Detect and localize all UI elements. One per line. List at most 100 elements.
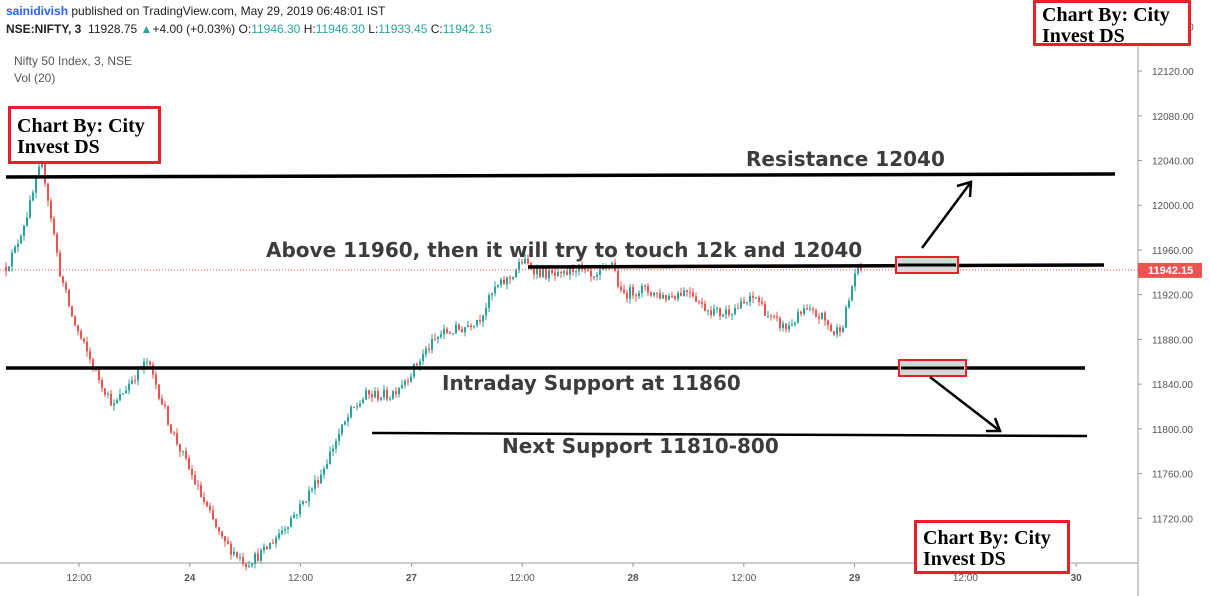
candle-body [218,527,220,532]
candle-body [839,327,841,332]
breakout-box [895,256,959,274]
candle-body [17,243,19,247]
candle-body [80,331,82,339]
candle-body [422,354,424,362]
candle-body [620,286,622,290]
candle-body [23,225,25,236]
change-text: +4.00 (+0.03%) [152,22,236,36]
down-arrow [929,376,1002,433]
candle-body [125,390,127,394]
candle-body [8,266,10,272]
y-tick-label: 11880.00 [1152,335,1193,346]
intraday-support-annotation: Intraday Support at 11860 [442,371,741,395]
candle-body [56,233,58,253]
candle-body [206,501,208,507]
candle-body [500,279,502,286]
candle-body [230,543,232,555]
candle-body [251,563,253,566]
candle-body [524,259,526,264]
x-tick-label: 28 [627,573,639,584]
candle-body [134,380,136,382]
candle-body [551,270,553,273]
candle-body [656,292,658,294]
candle-body [314,480,316,489]
x-tick-label: 29 [849,573,861,584]
series-legend[interactable]: Nifty 50 Index, 3, NSE [14,54,133,68]
candle-body [377,391,379,400]
candle-body [338,433,340,441]
candle-body [233,551,235,555]
candle-body [452,333,454,335]
candle-body [770,315,772,317]
candle-body [161,398,163,405]
candle-body [293,514,295,519]
candle-body [560,272,562,274]
y-tick-label: 12120.00 [1152,67,1194,78]
candle-body [473,325,475,328]
candle-body [623,289,625,293]
candle-body [575,271,577,273]
candle-body [854,273,856,287]
candle-body [554,272,556,276]
candle-body [773,315,775,317]
candle-body [692,292,694,297]
candle-body [326,464,328,469]
candle-body [800,311,802,314]
candle-body [380,397,382,400]
candle-body [596,274,598,277]
candle-body [272,542,274,544]
candle-body [284,528,286,531]
candle-body [428,348,430,350]
volume-legend[interactable]: Vol (20) [14,71,56,85]
candle-body [470,325,472,328]
up-arrow [920,180,973,249]
candle-body [305,501,307,503]
candle-body [821,312,823,319]
candle-body [536,268,538,275]
candle-body [764,303,766,316]
candle-body [737,308,739,310]
y-tick-label: 12080.00 [1152,112,1194,123]
candle-body [488,295,490,309]
publish-info: sainidivish published on TradingView.com… [6,4,385,18]
candle-body [686,290,688,292]
candle-body [818,316,820,319]
candle-body [788,325,790,330]
candle-body [29,200,31,218]
candle-body [659,293,661,299]
candle-body [671,296,673,298]
candle-body [392,391,394,399]
candle-body [440,334,442,337]
candle-body [197,484,199,486]
stamp-line-1: Chart By: City [1042,4,1170,26]
candle-body [725,309,727,315]
close-value: 11942.15 [442,22,492,36]
candle-body [521,261,523,264]
resistance-annotation: Resistance 12040 [746,147,945,171]
next-support-annotation: Next Support 11810-800 [502,434,779,458]
y-tick-label: 11720.00 [1152,514,1193,525]
x-tick-label: 12:00 [731,573,756,584]
candle-body [209,506,211,511]
candle-body [347,417,349,422]
candle-body [716,308,718,310]
candle-body [350,406,352,418]
candle-body [683,290,685,296]
watermark-stamp-top-right: Chart By: City Invest DS [1033,0,1191,47]
candle-body [743,301,745,304]
stamp-line-2: Invest DS [1042,25,1125,47]
candle-body [311,488,313,491]
author-name[interactable]: sainidivish [6,4,69,18]
candle-body [749,295,751,303]
candle-body [848,300,850,308]
candle-body [5,266,7,272]
candle-body [254,553,256,564]
candle-body [362,399,364,404]
candle-body [701,301,703,304]
candle-body [476,319,478,326]
candle-body [464,327,466,333]
candle-body [590,271,592,277]
candle-body [677,292,679,299]
candle-body [71,306,73,317]
